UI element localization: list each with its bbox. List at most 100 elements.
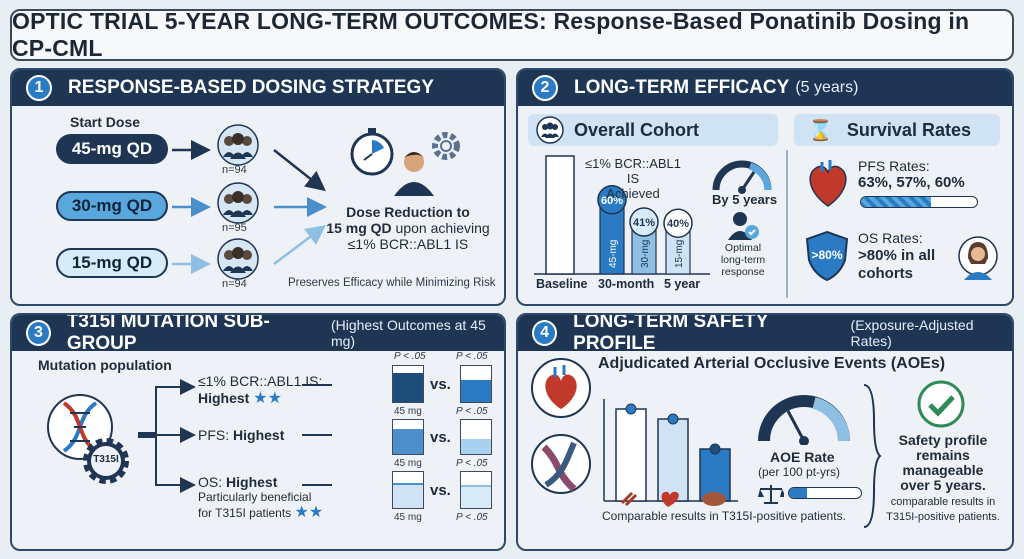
panel-4-number: 4	[532, 320, 558, 346]
overall-cohort-label: Overall Cohort	[574, 119, 700, 140]
dose-pill-45: 45-mg QD	[56, 134, 168, 164]
branch-arrows	[138, 379, 332, 493]
p-value-r3: P < .05	[456, 512, 488, 523]
optimal-line2: long-term	[720, 254, 766, 266]
dose-reduction-line3: ≤1% BCR::ABL1 IS	[347, 236, 469, 252]
patient-group-icon	[217, 124, 259, 166]
x-label-5year: 5 year	[664, 277, 701, 291]
panel-t315i: 3 T315I MUTATION SUB-GROUP (Highest Outc…	[10, 313, 506, 551]
heart-icon	[809, 160, 847, 207]
gear-icon	[432, 132, 460, 160]
compare-box-other-r2	[460, 419, 492, 455]
dose-arrows	[172, 140, 327, 274]
aoe-rate-label: AOE Rate	[770, 449, 835, 465]
efficacy-pct-circle	[629, 207, 659, 237]
aoe-title: Adjudicated Arterial Occlusive Events (A…	[598, 355, 946, 372]
pfs-values: 63%, 57%, 60%	[858, 174, 965, 191]
optimal-text: Optimal long-term response	[710, 242, 776, 278]
efficacy-pct-label: 40%	[667, 218, 689, 230]
survival-rates-label: Survival Rates	[846, 119, 971, 140]
panel-1-number: 1	[26, 75, 52, 101]
t315i-row-3-pre: OS:	[198, 474, 227, 490]
p-value-top-right: P < .05	[456, 351, 488, 362]
pfs-progress-bar	[860, 196, 978, 208]
safety-summary: Safety profile remains manageable over 5…	[878, 433, 1008, 525]
t315i-row-1-label: ≤1% BCR::ABL1 IS: Highest ★★	[198, 373, 322, 407]
achieved-text: ≤1% BCR::ABL1 IS Achieved	[578, 156, 688, 201]
panel-4-subtitle: (Exposure-Adjusted Rates)	[850, 317, 974, 349]
dose-reduction-dose: 15 mg QD	[326, 220, 392, 236]
by-5-years: By 5 years	[712, 192, 778, 207]
title-bar: OPTIC TRIAL 5-YEAR LONG-TERM OUTCOMES: R…	[10, 8, 1014, 61]
person-check-icon	[728, 212, 759, 240]
t315i-row-2-label: PFS: Highest	[198, 427, 284, 443]
scale-icon	[758, 485, 784, 504]
x-label-baseline: Baseline	[536, 277, 588, 291]
t315i-row-2-pre: PFS:	[198, 427, 234, 443]
stars-icon: ★★	[294, 504, 324, 521]
efficacy-dose-label: 30-mg	[640, 240, 651, 268]
dose-reduction-line2: upon achieving	[391, 220, 490, 236]
aoe-progress-bar	[788, 487, 862, 499]
efficacy-pct-label: 60%	[601, 195, 623, 207]
t315i-row-1-bold: Highest	[198, 390, 250, 406]
aoe-gauge-icon	[758, 395, 850, 445]
hourglass-icon: ⌛	[808, 119, 833, 142]
efficacy-pct-circle	[663, 208, 693, 238]
p-value-top-left: P < .05	[394, 351, 426, 362]
aoe-rate-unit: (per 100 pt-yrs)	[758, 465, 841, 479]
n-count-15: n=94	[222, 278, 247, 290]
shield-text: >80%	[811, 248, 843, 262]
n-count-45: n=94	[222, 164, 247, 176]
organ-icons	[620, 491, 726, 507]
baseline-bar	[545, 155, 575, 275]
dose-reduction-text: Dose Reduction to 15 mg QD upon achievin…	[310, 204, 504, 252]
panel-2-number: 2	[532, 75, 558, 101]
panel-4-header: 4 LONG-TERM SAFETY PROFILE (Exposure-Adj…	[518, 315, 1012, 354]
gene-label: T315I	[93, 454, 119, 465]
p-value-r1: P < .05	[456, 406, 488, 417]
optimal-line1: Optimal	[724, 242, 762, 254]
aoe-comparable: Comparable results in T315I-positive pat…	[602, 509, 846, 523]
panel-4-title: LONG-TERM SAFETY PROFILE	[573, 313, 769, 354]
efficacy-pct-label: 41%	[633, 217, 655, 229]
compare-box-45-r1	[392, 365, 424, 403]
achieved-line2: Achieved	[606, 186, 660, 201]
overall-cohort-header: Overall Cohort	[528, 114, 778, 146]
mg-label-r3: 45 mg	[394, 512, 422, 523]
n-count-30: n=95	[222, 222, 247, 234]
group-icon	[536, 116, 564, 144]
efficacy-bar-chart: 60% 45-mg 41% 30-mg 40% 15-mg	[534, 155, 710, 275]
patient-avatar-icon	[958, 236, 998, 280]
efficacy-dose-label: 15-mg	[674, 240, 685, 268]
panel-2-title: LONG-TERM EFFICACY	[574, 77, 790, 98]
patient-group-icon	[217, 238, 259, 280]
p-value-r2: P < .05	[456, 458, 488, 469]
safety-line1: Safety profile	[898, 432, 988, 448]
vs-label-1: vs.	[430, 376, 451, 393]
t315i-row-3-label: OS: Highest Particularly beneficial for …	[198, 475, 323, 521]
efficacy-pct-circle	[597, 185, 627, 215]
artery-icon	[531, 434, 591, 494]
vs-label-2: vs.	[430, 429, 451, 446]
pfs-progress-fill	[861, 197, 931, 207]
panel-2-header: 2 LONG-TERM EFFICACY (5 years)	[518, 70, 1012, 106]
optimal-line3: response	[721, 266, 765, 278]
dose-pill-30: 30-mg QD	[56, 191, 168, 221]
page-title: OPTIC TRIAL 5-YEAR LONG-TERM OUTCOMES: R…	[12, 8, 970, 61]
vs-label-3: vs.	[430, 482, 451, 499]
panel-1-header: 1 RESPONSE-BASED DOSING STRATEGY	[12, 70, 504, 106]
dose-pill-15: 15-mg QD	[56, 248, 168, 278]
t315i-row-1-pre: ≤1% BCR::ABL1 IS:	[198, 373, 323, 389]
pfs-label: PFS Rates:	[858, 158, 930, 174]
os-values-1: >80% in all	[858, 247, 936, 264]
stopwatch-icon	[350, 128, 394, 176]
panel-3-title: T315I MUTATION SUB-GROUP	[66, 313, 270, 354]
gauge-icon	[712, 160, 772, 194]
survival-divider	[786, 150, 788, 298]
panel-safety: 4 LONG-TERM SAFETY PROFILE (Exposure-Adj…	[516, 313, 1014, 551]
safety-line2: remains	[916, 447, 970, 463]
safety-line3: manageable	[902, 462, 984, 478]
panel-efficacy: 2 LONG-TERM EFFICACY (5 years) Overall C…	[516, 68, 1014, 306]
t315i-row-3-bold: Highest	[226, 474, 278, 490]
